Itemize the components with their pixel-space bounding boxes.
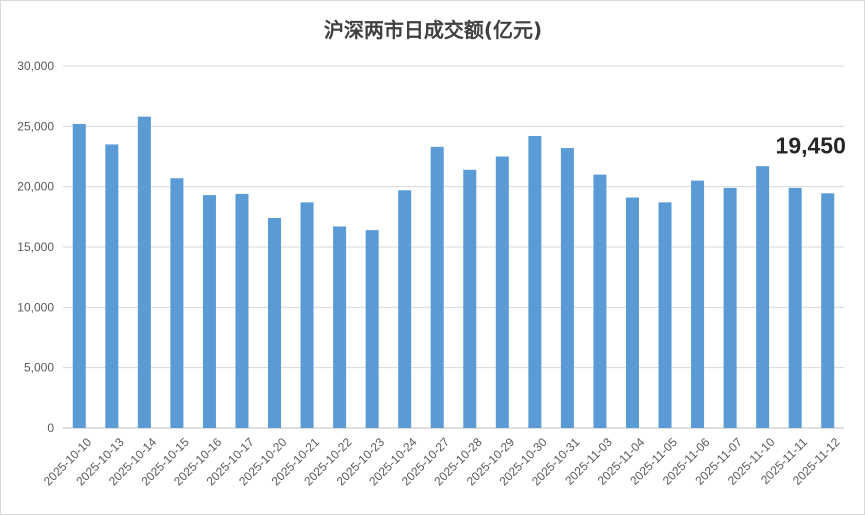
y-tick-label: 25,000 [17, 119, 54, 133]
gridlines [63, 65, 844, 429]
bar-2025-11-07 [723, 187, 737, 428]
y-axis-ticks: 0 5,000 10,000 15,000 20,000 25,000 30,000 [17, 59, 54, 435]
bar-2025-10-28 [463, 169, 477, 429]
bar-2025-11-05 [658, 202, 672, 428]
bar-2025-10-24 [398, 190, 412, 428]
x-axis-ticks: 2025-10-102025-10-132025-10-142025-10-15… [41, 435, 843, 489]
bar-2025-10-10 [72, 123, 86, 429]
bar-2025-11-06 [691, 180, 705, 428]
bar-2025-10-13 [105, 144, 119, 428]
bar-2025-10-14 [137, 116, 151, 429]
bar-2025-10-21 [300, 202, 314, 428]
bar-2025-11-11 [788, 187, 802, 428]
bar-2025-11-12 [821, 193, 835, 428]
bar-2025-10-15 [170, 178, 184, 428]
y-tick-label: 20,000 [17, 180, 54, 194]
y-tick-label: 30,000 [17, 59, 54, 73]
last-value-callout: 19,450 [776, 132, 846, 158]
bar-2025-10-23 [365, 230, 379, 428]
bars [72, 116, 835, 429]
y-tick-label: 15,000 [17, 240, 54, 254]
bar-2025-10-20 [268, 218, 282, 428]
bar-2025-10-30 [528, 135, 542, 428]
y-tick-label: 5,000 [24, 361, 54, 375]
chart-title: 沪深两市日成交额(亿元) [324, 18, 542, 42]
bar-2025-10-29 [495, 156, 509, 428]
y-tick-label: 10,000 [17, 300, 54, 314]
y-tick-label: 0 [47, 421, 54, 435]
bar-2025-10-31 [560, 148, 574, 428]
bar-2025-10-22 [333, 226, 347, 428]
bar-2025-10-27 [430, 146, 444, 428]
bar-2025-10-17 [235, 193, 249, 428]
bar-2025-11-04 [625, 197, 639, 428]
bar-2025-11-03 [593, 174, 607, 428]
bar-2025-10-16 [202, 195, 216, 428]
bar-2025-11-10 [756, 166, 770, 429]
